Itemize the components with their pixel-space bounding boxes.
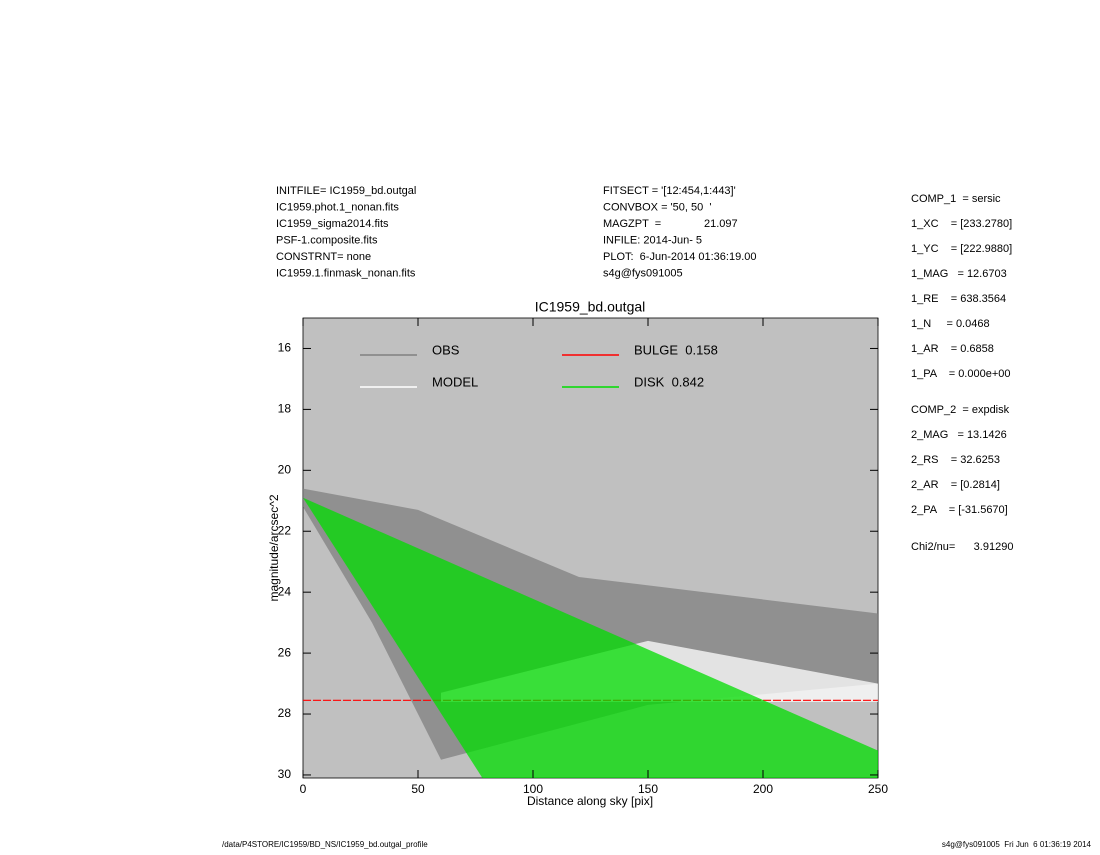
header-line: CONVBOX = '50, 50 ' xyxy=(603,201,711,213)
legend-label: OBS xyxy=(432,342,460,357)
param-line: COMP_1 = sersic xyxy=(911,193,1001,205)
param-line: 2_PA = [-31.5670] xyxy=(911,504,1008,516)
header-line: PSF-1.composite.fits xyxy=(276,234,378,246)
x-tick-label: 200 xyxy=(753,782,773,796)
chart-title: IC1959_bd.outgal xyxy=(535,299,646,315)
x-tick-label: 250 xyxy=(868,782,888,796)
param-line: 1_N = 0.0468 xyxy=(911,318,990,330)
param-line: 2_RS = 32.6253 xyxy=(911,454,1000,466)
y-tick-label: 28 xyxy=(278,706,292,720)
y-tick-label: 30 xyxy=(278,767,292,781)
x-tick-label: 150 xyxy=(638,782,658,796)
y-tick-label: 18 xyxy=(278,402,292,416)
x-tick-label: 50 xyxy=(411,782,425,796)
header-line: IC1959.1.finmask_nonan.fits xyxy=(276,267,416,279)
header-line: INITFILE= IC1959_bd.outgal xyxy=(276,185,416,197)
param-line: 2_AR = [0.2814] xyxy=(911,479,1000,491)
header-line: IC1959.phot.1_nonan.fits xyxy=(276,201,399,213)
y-tick-label: 26 xyxy=(278,645,292,659)
x-tick-label: 100 xyxy=(523,782,543,796)
y-tick-label: 20 xyxy=(278,462,292,476)
y-tick-label: 22 xyxy=(278,523,292,537)
param-line: 1_MAG = 12.6703 xyxy=(911,268,1007,280)
param-line: 1_PA = 0.000e+00 xyxy=(911,368,1011,380)
header-line: MAGZPT = 21.097 xyxy=(603,218,738,230)
param-line: 1_RE = 638.3564 xyxy=(911,293,1006,305)
header-line: INFILE: 2014-Jun- 5 xyxy=(603,234,702,246)
header-line: FITSECT = '[12:454,1:443]' xyxy=(603,185,736,197)
x-axis-label: Distance along sky [pix] xyxy=(527,794,653,808)
chi2: Chi2/nu= 3.91290 xyxy=(911,541,1013,553)
param-line: 1_XC = [233.2780] xyxy=(911,218,1012,230)
data-region xyxy=(303,497,878,778)
param-line: 2_MAG = 13.1426 xyxy=(911,429,1007,441)
y-axis-label: magnitude/arcsec^2 xyxy=(267,494,281,601)
param-line: COMP_2 = expdisk xyxy=(911,404,1010,416)
param-line: 1_AR = 0.6858 xyxy=(911,343,994,355)
param-line: 1_YC = [222.9880] xyxy=(911,243,1012,255)
header-line: IC1959_sigma2014.fits xyxy=(276,218,389,230)
y-tick-label: 24 xyxy=(278,584,292,598)
footer-stamp: s4g@fys091005 Fri Jun 6 01:36:19 2014 xyxy=(942,840,1092,849)
footer-path: /data/P4STORE/IC1959/BD_NS/IC1959_bd.out… xyxy=(222,840,428,849)
header-line: s4g@fys091005 xyxy=(603,267,683,279)
header-line: CONSTRNT= none xyxy=(276,251,371,263)
legend-label: BULGE 0.158 xyxy=(634,342,718,357)
legend-label: DISK 0.842 xyxy=(634,374,704,389)
x-tick-label: 0 xyxy=(300,782,307,796)
legend-label: MODEL xyxy=(432,374,478,389)
header-line: PLOT: 6-Jun-2014 01:36:19.00 xyxy=(603,251,757,263)
y-tick-label: 16 xyxy=(278,341,292,355)
